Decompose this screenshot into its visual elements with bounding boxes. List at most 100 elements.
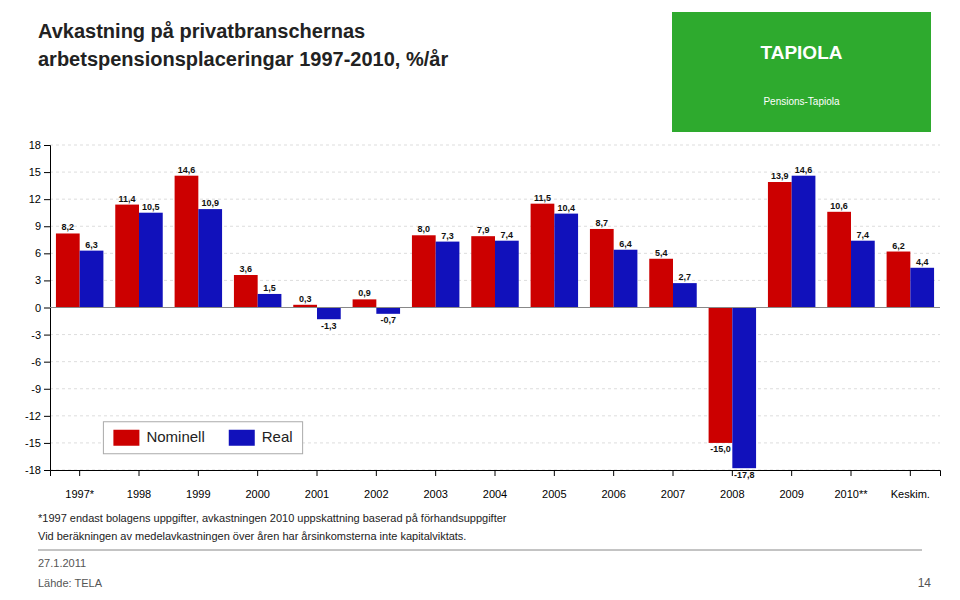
x-tick-label: Keskim. (891, 488, 930, 500)
y-tick: 15 (29, 166, 50, 178)
data-label: 0,9 (358, 288, 371, 298)
data-label: 7,9 (477, 225, 490, 235)
y-tick: -12 (25, 410, 50, 422)
y-tick-label: 9 (35, 220, 41, 232)
bar (732, 308, 756, 469)
bar-series (80, 176, 934, 469)
separator (38, 550, 922, 551)
x-tick: 2000 (245, 470, 269, 500)
y-tick-label: -15 (25, 437, 41, 449)
title: Avkastning på privatbranschernas (38, 20, 365, 42)
x-tick: 1997* (65, 470, 94, 500)
y-tick-mark (44, 226, 50, 227)
bar (887, 252, 911, 308)
data-label: 10,9 (201, 198, 219, 208)
x-tick-label: 2002 (364, 488, 388, 500)
bar (554, 214, 578, 308)
x-tick-mark (376, 470, 377, 476)
bar (198, 209, 222, 307)
bar (827, 212, 851, 308)
y-tick-label: 18 (29, 139, 41, 151)
x-tick-label: 2000 (245, 488, 269, 500)
grid-line (50, 145, 940, 146)
data-label: 8,2 (62, 222, 75, 232)
grid-line (50, 415, 940, 416)
logo-subtext: Pensions-Tapiola (763, 96, 840, 107)
x-tick: Keskim. (891, 470, 930, 500)
data-label: 11,5 (534, 193, 551, 203)
x-tick-mark (317, 470, 318, 476)
data-label: 1,5 (263, 283, 276, 293)
y-tick: -15 (25, 437, 50, 449)
data-label: 3,6 (240, 264, 253, 274)
x-tick-label: 2007 (661, 488, 685, 500)
x-tick: 2009 (779, 470, 803, 500)
y-tick: 9 (35, 220, 50, 232)
data-label: 4,4 (916, 257, 929, 267)
x-tick-mark (851, 470, 852, 476)
y-tick-mark (44, 416, 50, 417)
bar (851, 241, 875, 308)
bar (649, 259, 673, 308)
bar (792, 176, 816, 308)
bar (910, 268, 934, 308)
y-tick-label: -9 (31, 383, 41, 395)
y-axis: -18-15-12-9-6-30369121518 (25, 139, 50, 476)
page-number: 14 (918, 576, 932, 590)
data-label: 5,4 (655, 248, 668, 258)
data-label: 8,7 (596, 218, 609, 228)
bar (139, 213, 163, 308)
y-tick-label: -3 (31, 329, 41, 341)
data-label: 11,4 (119, 194, 136, 204)
data-label: 7,4 (857, 230, 870, 240)
grid-line (50, 307, 940, 308)
x-tick-label: 2010** (834, 488, 868, 500)
x-tick-mark (435, 470, 436, 476)
data-label: 6,4 (619, 239, 632, 249)
y-tick-mark (44, 389, 50, 390)
y-tick: 0 (35, 302, 50, 314)
x-tick-label: 2003 (423, 488, 447, 500)
data-label: -1,3 (321, 321, 337, 331)
data-label: 10,4 (557, 203, 575, 213)
bar (353, 299, 377, 307)
logo-text: TAPIOLA (761, 42, 843, 63)
grid-line (50, 334, 940, 335)
y-tick-label: 12 (29, 193, 41, 205)
bar (412, 235, 436, 307)
x-tick: 2002 (364, 470, 388, 500)
y-tick-mark (44, 470, 50, 471)
x-tick-mark (554, 470, 555, 476)
x-tick-mark (613, 470, 614, 476)
x-tick-mark (139, 470, 140, 476)
x-tick-mark (79, 470, 80, 476)
y-tick: -18 (25, 464, 50, 476)
y-tick: -6 (31, 356, 50, 368)
bar (376, 308, 400, 314)
x-tick: 2003 (423, 470, 447, 500)
y-axis-line (44, 146, 51, 471)
y-tick-mark (44, 335, 50, 336)
grid (50, 145, 940, 470)
x-tick-label: 2006 (601, 488, 625, 500)
y-tick-mark (44, 280, 50, 281)
y-tick-mark (44, 443, 50, 444)
data-labels: 8,211,414,63,60,30,98,07,911,58,75,4-15,… (62, 165, 929, 480)
bar (590, 229, 614, 308)
x-tick: 2001 (305, 470, 329, 500)
y-tick-mark (44, 199, 50, 200)
x-tick: 2004 (483, 470, 507, 500)
x-tick-mark (791, 470, 792, 476)
y-tick: -9 (31, 383, 50, 395)
data-label: 7,4 (501, 230, 514, 240)
bar (80, 251, 104, 308)
y-tick-mark (44, 362, 50, 363)
x-tick-mark (673, 470, 674, 476)
x-tick-label: 2004 (483, 488, 507, 500)
grid-line (50, 361, 940, 362)
data-label: -17,8 (734, 470, 755, 480)
legend: NominellReal (103, 422, 302, 454)
bar (234, 275, 258, 308)
y-tick-mark (44, 253, 50, 254)
bar (436, 242, 460, 308)
